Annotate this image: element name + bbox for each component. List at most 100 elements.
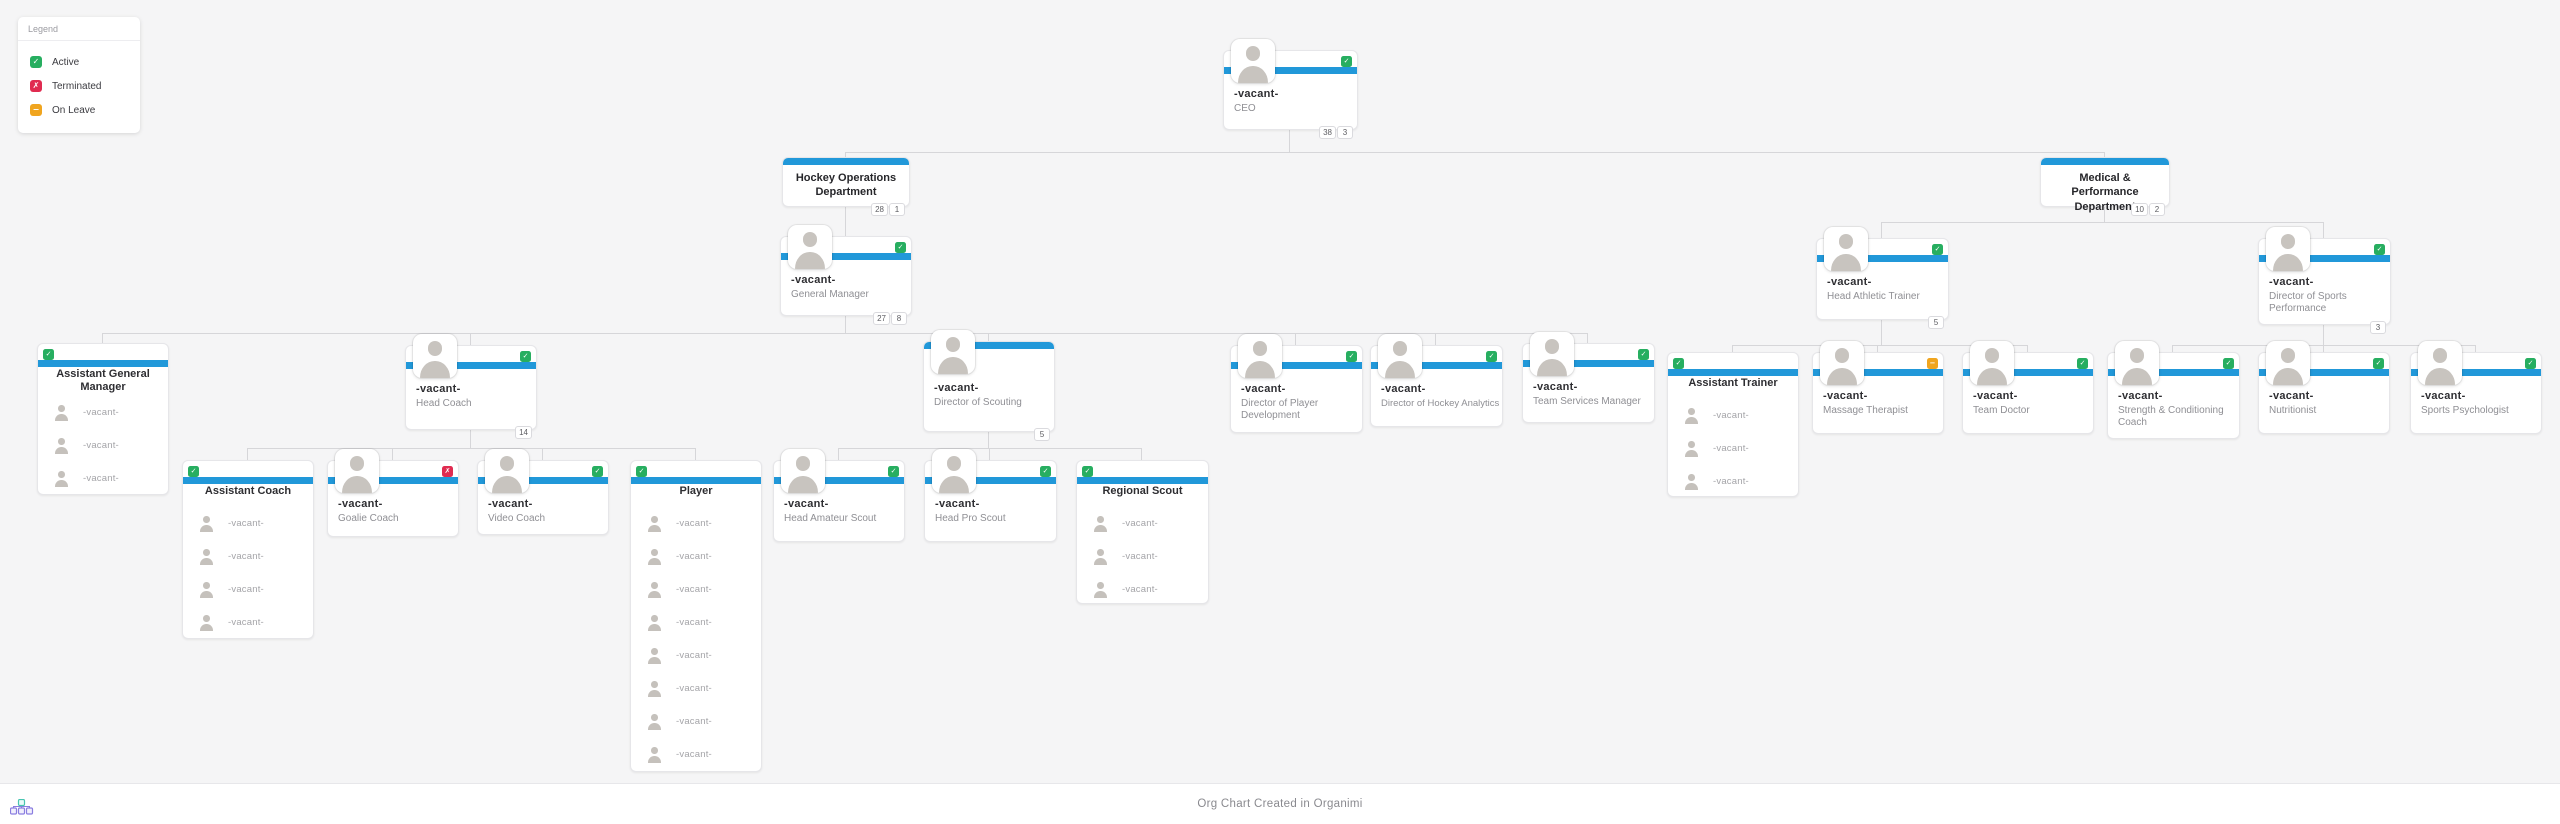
person-name: -vacant-: [2118, 390, 2163, 402]
member-row[interactable]: -vacant-: [183, 573, 313, 606]
subtree-counts[interactable]: 5: [1034, 428, 1050, 441]
org-card-nutritionist[interactable]: ✓ -vacant- Nutritionist: [2258, 341, 2390, 434]
subtree-counts[interactable]: 3: [2370, 321, 2386, 334]
accent-stripe: [781, 253, 911, 260]
descendant-count[interactable]: 14: [515, 426, 532, 439]
descendant-count[interactable]: 10: [2131, 203, 2148, 216]
accent-stripe: [2108, 369, 2239, 376]
org-card-director-of-sports-performance[interactable]: ✓ -vacant- Director of Sports Performanc…: [2258, 227, 2391, 334]
org-card-general-manager[interactable]: ✓ -vacant- General Manager 27 8: [780, 225, 912, 325]
subtree-counts[interactable]: 27 8: [873, 312, 907, 325]
org-card-massage-therapist[interactable]: − -vacant- Massage Therapist: [1812, 341, 1944, 434]
member-name: -vacant-: [228, 584, 264, 595]
member-row[interactable]: -vacant-: [631, 639, 761, 672]
org-card-director-of-scouting[interactable]: ✓ -vacant- Director of Scouting 5: [923, 330, 1055, 441]
accent-stripe: [1963, 369, 2093, 376]
connector-line: [988, 430, 989, 448]
org-card-director-of-hockey-analytics[interactable]: ✓ -vacant- Director of Hockey Analytics: [1370, 334, 1503, 427]
member-name: -vacant-: [1122, 584, 1158, 595]
role-title: Strength & Conditioning Coach: [2118, 405, 2224, 428]
member-row[interactable]: -vacant-: [631, 606, 761, 639]
member-row[interactable]: -vacant-: [1077, 573, 1208, 606]
member-name: -vacant-: [83, 473, 119, 484]
org-card-player[interactable]: ✓ Player -vacant- -vacant- -vacant- -vac…: [630, 460, 762, 772]
org-card-assistant-trainer[interactable]: ✓ Assistant Trainer -vacant- -vacant- -v…: [1667, 352, 1799, 497]
org-card-head-athletic-trainer[interactable]: ✓ -vacant- Head Athletic Trainer 5: [1816, 227, 1949, 329]
org-card-strength-conditioning-coach[interactable]: ✓ -vacant- Strength & Conditioning Coach: [2107, 341, 2240, 439]
direct-report-count[interactable]: 3: [1337, 126, 1353, 139]
org-card-ceo[interactable]: ✓ -vacant- CEO 38 3: [1223, 39, 1358, 139]
descendant-count[interactable]: 27: [873, 312, 890, 325]
member-row[interactable]: -vacant-: [631, 738, 761, 771]
descendant-count[interactable]: 5: [1928, 316, 1944, 329]
member-row[interactable]: -vacant-: [631, 507, 761, 540]
person-name: -vacant-: [935, 498, 980, 510]
avatar: [1820, 341, 1864, 385]
person-icon: [1683, 473, 1700, 490]
person-icon: [53, 437, 70, 454]
org-card-goalie-coach[interactable]: ✗ -vacant- Goalie Coach: [327, 449, 459, 537]
legend-panel: Legend ✓ Active ✗ Terminated − On Leave: [18, 17, 140, 133]
role-title: Goalie Coach: [338, 513, 399, 524]
role-title: Head Amateur Scout: [784, 513, 877, 524]
member-row[interactable]: -vacant-: [38, 462, 168, 495]
member-row[interactable]: -vacant-: [1668, 399, 1798, 432]
subtree-counts[interactable]: 14: [515, 426, 532, 439]
org-card-head-pro-scout[interactable]: ✓ -vacant- Head Pro Scout: [924, 449, 1057, 542]
member-row[interactable]: -vacant-: [631, 540, 761, 573]
org-card-team-services-manager[interactable]: ✓ -vacant- Team Services Manager: [1522, 332, 1655, 423]
org-card-assistant-coach[interactable]: ✓ Assistant Coach -vacant- -vacant- -vac…: [182, 460, 314, 639]
org-card-medical-performance-department[interactable]: Medical & Performance Department 10 2: [2040, 157, 2170, 216]
member-row[interactable]: -vacant-: [1668, 465, 1798, 498]
member-row[interactable]: -vacant-: [631, 573, 761, 606]
subtree-counts[interactable]: 5: [1928, 316, 1944, 329]
subtree-counts[interactable]: 10 2: [2131, 203, 2165, 216]
org-card-video-coach[interactable]: ✓ -vacant- Video Coach: [477, 449, 609, 535]
connector-line: [845, 314, 846, 333]
member-row[interactable]: -vacant-: [1077, 507, 1208, 540]
subtree-counts[interactable]: 28 1: [871, 203, 905, 216]
member-row[interactable]: -vacant-: [183, 606, 313, 639]
status-badge: ✓: [2373, 358, 2384, 369]
descendant-count[interactable]: 28: [871, 203, 888, 216]
descendant-count[interactable]: 3: [2370, 321, 2386, 334]
member-row[interactable]: -vacant-: [183, 507, 313, 540]
org-card-assistant-general-manager[interactable]: ✓ Assistant General Manager -vacant- -va…: [37, 343, 169, 495]
status-badge: ✓: [1673, 358, 1684, 369]
person-icon: [788, 225, 832, 269]
member-row[interactable]: -vacant-: [38, 396, 168, 429]
member-row[interactable]: -vacant-: [1077, 540, 1208, 573]
member-row[interactable]: -vacant-: [1668, 432, 1798, 465]
direct-report-count[interactable]: 2: [2149, 203, 2165, 216]
member-row[interactable]: -vacant-: [38, 429, 168, 462]
subtree-counts[interactable]: 38 3: [1319, 126, 1353, 139]
org-card-regional-scout[interactable]: ✓ Regional Scout -vacant- -vacant- -vaca…: [1076, 460, 1209, 604]
accent-stripe: [1224, 67, 1357, 74]
org-card-hockey-operations-department[interactable]: Hockey Operations Department 28 1: [782, 157, 910, 216]
person-icon: [2266, 341, 2310, 385]
role-title: Sports Psychologist: [2421, 405, 2509, 416]
org-card-head-amateur-scout[interactable]: ✓ -vacant- Head Amateur Scout: [773, 449, 905, 542]
org-card-sports-psychologist[interactable]: ✓ -vacant- Sports Psychologist: [2410, 341, 2542, 434]
org-card-head-coach[interactable]: ✓ -vacant- Head Coach 14: [405, 334, 537, 439]
org-card-director-of-player-development[interactable]: ✓ -vacant- Director of Player Developmen…: [1230, 334, 1363, 433]
status-badge: ✗: [442, 466, 453, 477]
member-row[interactable]: -vacant-: [631, 672, 761, 705]
org-card-team-doctor[interactable]: ✓ -vacant- Team Doctor: [1962, 341, 2094, 434]
member-row[interactable]: -vacant-: [183, 540, 313, 573]
connector-line: [247, 448, 248, 462]
terminated-x-icon: ✗: [30, 80, 42, 92]
accent-stripe: [328, 477, 458, 484]
descendant-count[interactable]: 5: [1034, 428, 1050, 441]
organimi-logo-icon: [10, 799, 34, 815]
status-badge: ✓: [636, 466, 647, 477]
person-icon: [1970, 341, 2014, 385]
avatar: [781, 449, 825, 493]
person-name: -vacant-: [2421, 390, 2466, 402]
direct-report-count[interactable]: 8: [891, 312, 907, 325]
accent-stripe: [1523, 360, 1654, 367]
direct-report-count[interactable]: 1: [889, 203, 905, 216]
member-row[interactable]: -vacant-: [631, 705, 761, 738]
person-icon: [646, 713, 663, 730]
descendant-count[interactable]: 38: [1319, 126, 1336, 139]
